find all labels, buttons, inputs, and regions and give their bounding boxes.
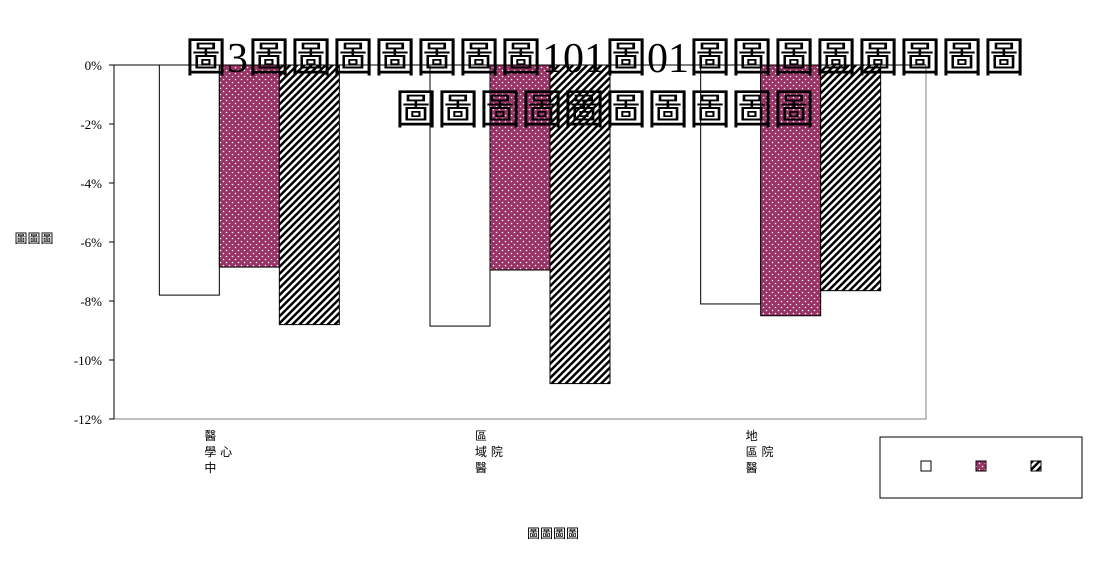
y-tick-label: 0% bbox=[85, 58, 103, 73]
y-tick-label: -12% bbox=[74, 412, 102, 427]
y-tick-label: -8% bbox=[80, 294, 102, 309]
x-labels-group: 醫學 心中 區域 院醫 地區 院醫 bbox=[204, 429, 773, 475]
y-axis-title: 圖圖圖 bbox=[14, 232, 53, 247]
x-category-label: 地區 院醫 bbox=[746, 429, 774, 475]
bars-group bbox=[158, 64, 882, 385]
legend-swatch-3 bbox=[1030, 460, 1042, 472]
bar-1-3 bbox=[700, 64, 762, 305]
y-tick-label: -2% bbox=[80, 117, 102, 132]
x-category-label: 醫學 心中 bbox=[204, 429, 232, 475]
x-axis-title: 圖圖圖圖 bbox=[527, 527, 579, 542]
x-category-label: 區域 院醫 bbox=[475, 429, 503, 475]
chart-subtitle: 圖圖圖圖圖圖圖圖圖圖 bbox=[395, 88, 815, 134]
bar-2-3 bbox=[760, 64, 822, 317]
bar-3-1 bbox=[278, 64, 340, 326]
bar-1-2 bbox=[429, 64, 491, 327]
bar-3-3 bbox=[820, 64, 882, 292]
legend-swatch-2 bbox=[975, 460, 987, 472]
y-tick-label: -6% bbox=[80, 235, 102, 250]
bar-1-1 bbox=[158, 64, 220, 296]
bar-2-2 bbox=[489, 64, 551, 271]
y-tick-label: -4% bbox=[80, 176, 102, 191]
chart-title: 圖3圖圖圖圖圖圖圖101圖01圖圖圖圖圖圖圖圖 bbox=[185, 36, 1025, 82]
y-tick-label: -10% bbox=[74, 353, 102, 368]
y-ticks-group: 0% -2% -4% -6% -8% -10% -12% bbox=[74, 58, 114, 427]
legend-swatch-1 bbox=[920, 460, 932, 472]
bar-3-2 bbox=[549, 64, 611, 385]
bar-2-1 bbox=[218, 64, 280, 268]
legend bbox=[879, 436, 1083, 499]
